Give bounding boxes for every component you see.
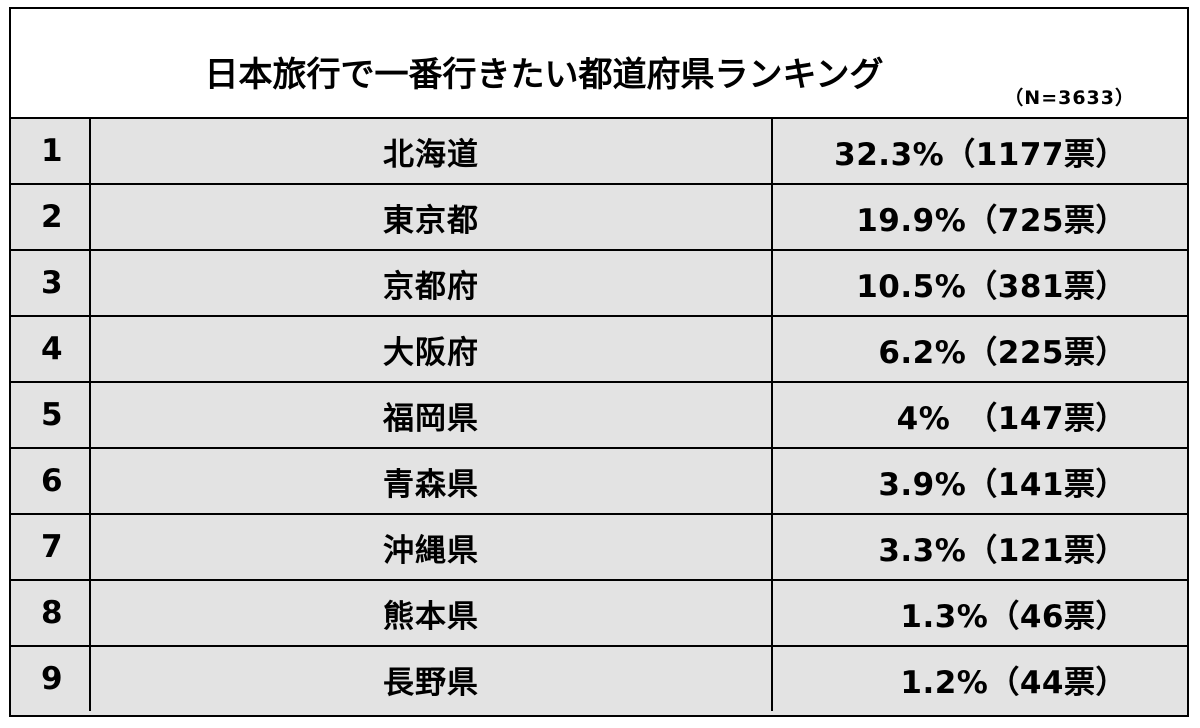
- value-cell: 1.2%（44票）: [900, 664, 1127, 701]
- prefecture-cell: 北海道: [91, 119, 773, 183]
- table-row: 9 長野県 1.2%（44票）: [11, 647, 1187, 711]
- table-row: 5 福岡県 4% （147票）: [11, 383, 1187, 449]
- table-row: 2 東京都 19.9%（725票）: [11, 185, 1187, 251]
- rank-cell: 9: [11, 647, 91, 711]
- rank-cell: 3: [11, 251, 91, 315]
- prefecture-cell: 京都府: [91, 251, 773, 315]
- value-cell: 6.2%（225票）: [878, 334, 1127, 371]
- prefecture-cell: 東京都: [91, 185, 773, 249]
- prefecture-cell: 長野県: [91, 647, 773, 711]
- table-title: 日本旅行で一番行きたい都道府県ランキング: [204, 55, 884, 95]
- rank-cell: 6: [11, 449, 91, 513]
- value-cell: 10.5%（381票）: [856, 268, 1127, 305]
- value-cell: 3.3%（121票）: [878, 532, 1127, 569]
- value-cell: 32.3%（1177票）: [834, 136, 1127, 173]
- ranking-table: 日本旅行で一番行きたい都道府県ランキング （N=3633） 1 北海道 32.3%（…: [9, 7, 1189, 717]
- rank-cell: 2: [11, 185, 91, 249]
- rank-cell: 1: [11, 119, 91, 183]
- prefecture-cell: 沖縄県: [91, 515, 773, 579]
- value-cell: 4% （147票）: [896, 400, 1127, 437]
- sample-size: （N=3633）: [1004, 87, 1135, 109]
- prefecture-cell: 青森県: [91, 449, 773, 513]
- rank-cell: 8: [11, 581, 91, 645]
- title-row: 日本旅行で一番行きたい都道府県ランキング （N=3633）: [11, 9, 1187, 119]
- table-row: 1 北海道 32.3%（1177票）: [11, 119, 1187, 185]
- table-row: 7 沖縄県 3.3%（121票）: [11, 515, 1187, 581]
- prefecture-cell: 福岡県: [91, 383, 773, 447]
- rank-cell: 7: [11, 515, 91, 579]
- table-row: 8 熊本県 1.3%（46票）: [11, 581, 1187, 647]
- table-row: 3 京都府 10.5%（381票）: [11, 251, 1187, 317]
- prefecture-cell: 大阪府: [91, 317, 773, 381]
- ranking-rows: 1 北海道 32.3%（1177票） 2 東京都 19.9%（725票） 3 京都府 10.5%…: [11, 119, 1187, 711]
- table-row: 4 大阪府 6.2%（225票）: [11, 317, 1187, 383]
- value-cell: 3.9%（141票）: [878, 466, 1127, 503]
- table-row: 6 青森県 3.9%（141票）: [11, 449, 1187, 515]
- prefecture-cell: 熊本県: [91, 581, 773, 645]
- rank-cell: 4: [11, 317, 91, 381]
- rank-cell: 5: [11, 383, 91, 447]
- value-cell: 19.9%（725票）: [856, 202, 1127, 239]
- value-cell: 1.3%（46票）: [900, 598, 1127, 635]
